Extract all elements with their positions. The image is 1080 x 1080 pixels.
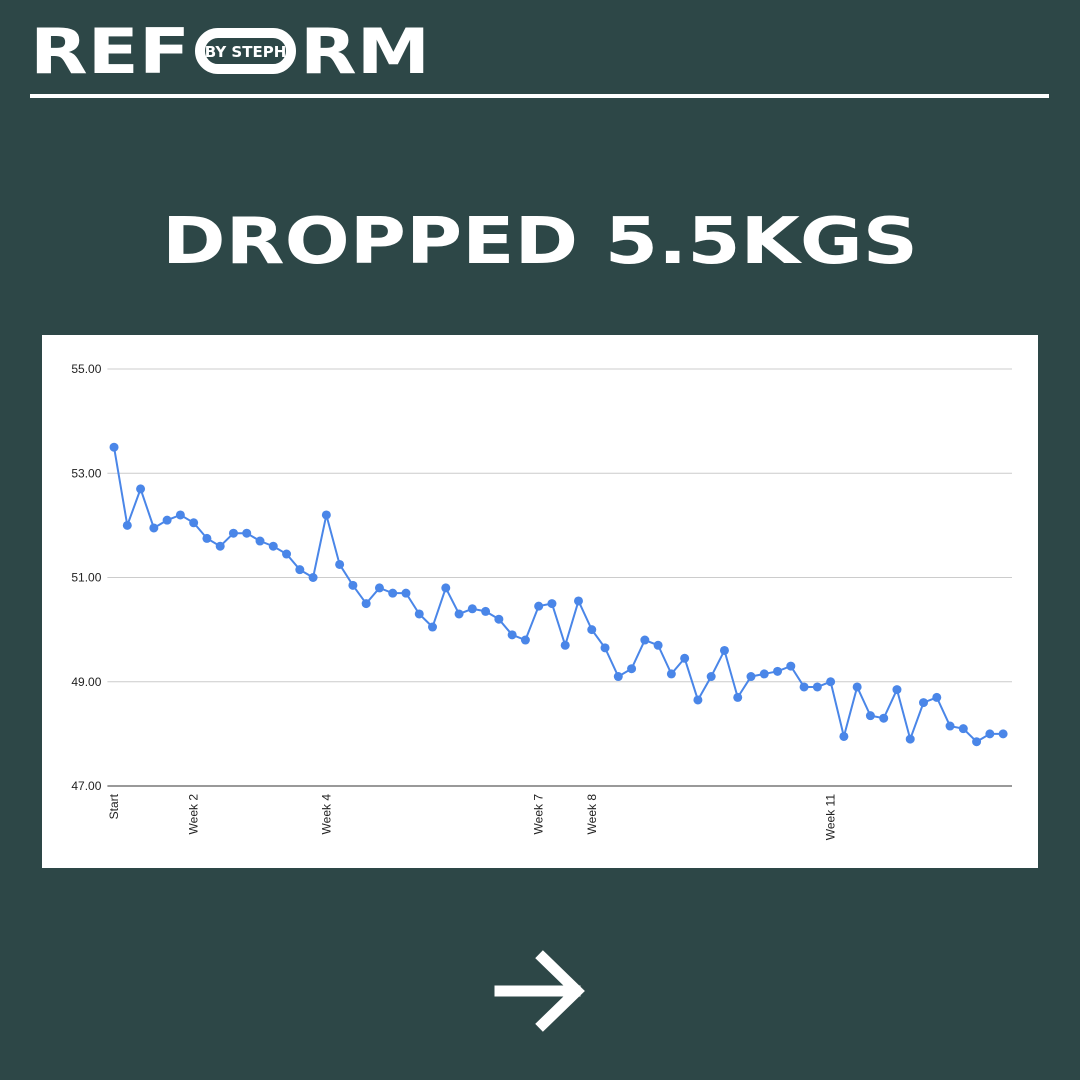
data-point [401,588,411,598]
data-point [454,609,464,619]
data-point [374,583,384,593]
data-point [773,666,783,676]
y-tick-label: 55.00 [71,362,101,376]
data-point [826,677,836,687]
logo-text: REF [30,15,190,88]
data-point [388,588,398,598]
data-point [481,606,491,616]
data-point [109,442,119,452]
data-point [746,672,756,682]
headline: DROPPED 5.5KGS [162,205,918,279]
data-point [932,692,942,702]
data-point [706,672,716,682]
data-point [215,541,225,551]
data-point [560,640,570,650]
data-point [799,682,809,692]
next-arrow[interactable] [494,950,585,1032]
x-tick-label: Week 8 [585,794,599,835]
data-point [520,635,530,645]
data-point [242,528,252,538]
data-point [295,565,305,575]
data-point [428,622,438,632]
data-point [149,523,159,533]
y-tick-label: 53.00 [71,466,101,480]
data-point [852,682,862,692]
data-point [905,734,915,744]
y-tick-label: 47.00 [71,779,101,793]
data-point [441,583,451,593]
data-point [839,731,849,741]
x-tick-label: Start [107,793,121,819]
data-point [507,630,517,640]
data-point [719,645,729,655]
data-point [348,580,358,590]
data-point [985,729,995,739]
data-point [573,596,583,606]
x-tick-label: Week 7 [532,794,546,835]
data-point [733,692,743,702]
data-point [467,604,477,614]
data-point [998,729,1008,739]
data-point [653,640,663,650]
chart-panel [42,335,1038,868]
data-point [958,724,968,734]
data-point [600,643,610,653]
x-tick-label: Week 4 [319,794,333,835]
x-tick-label: Week 11 [824,794,838,841]
data-point [693,695,703,705]
y-tick-label: 49.00 [71,675,101,689]
logo-text: RM [300,15,430,88]
data-point [879,713,889,723]
data-point [587,625,597,635]
data-point [268,541,278,551]
data-point [680,653,690,663]
data-point [945,721,955,731]
data-point [162,515,172,525]
logo-badge: BY STEPH [205,43,287,61]
data-point [786,661,796,671]
data-point [255,536,265,546]
data-point [189,518,199,528]
data-point [892,685,902,695]
data-point [640,635,650,645]
data-point [613,672,623,682]
y-tick-label: 51.00 [71,571,101,585]
data-point [547,599,557,609]
data-point [759,669,769,679]
data-point [361,599,371,609]
plot: 47.00 49.00 51.00 53.00 55.00 Start Week 2 Week… [71,362,1012,840]
data-point [919,698,929,708]
data-point [282,549,292,559]
data-point [494,614,504,624]
data-point [228,528,238,538]
data-point [534,601,544,611]
data-point [972,737,982,747]
data-point [136,484,146,494]
data-point [308,573,318,582]
data-point [812,682,822,692]
data-point [122,520,132,530]
logo-badge-frame [195,28,296,74]
data-point [865,711,875,721]
data-point [627,664,637,674]
data-point [202,533,212,543]
data-point [321,510,331,520]
x-tick-label: Week 2 [187,794,201,835]
data-point [666,669,676,679]
data-point [175,510,185,520]
data-point [335,559,345,569]
data-point [414,609,424,619]
